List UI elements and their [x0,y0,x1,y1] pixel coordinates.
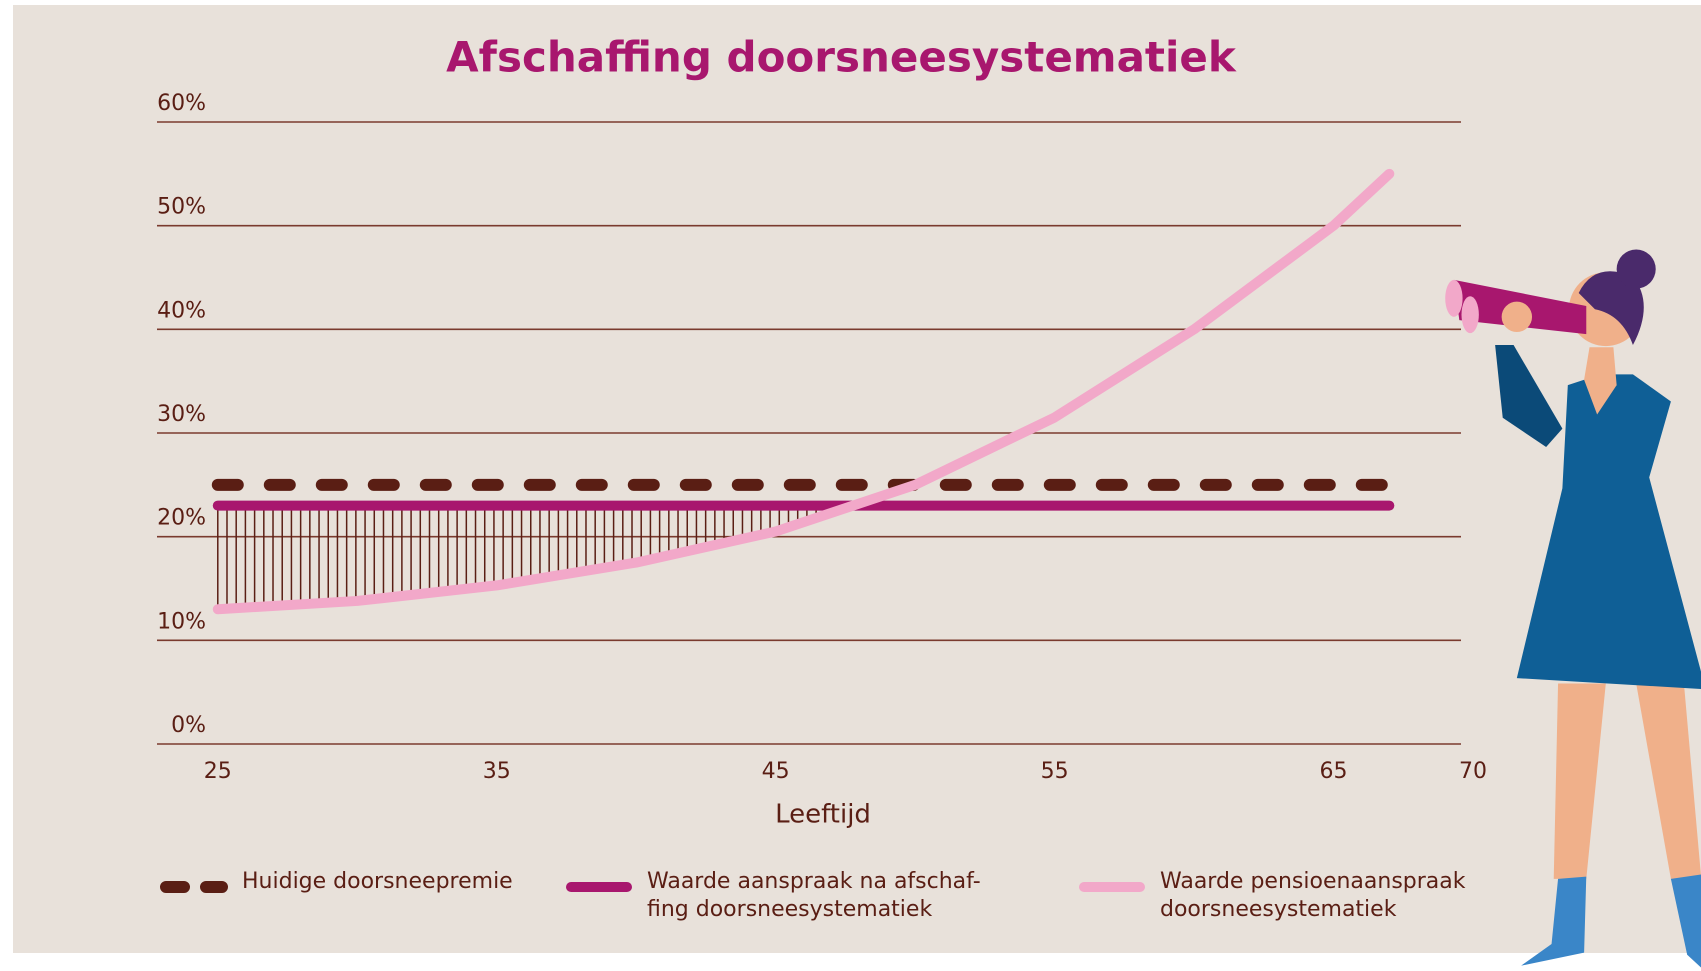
arm [1495,345,1562,447]
y-tick-label: 10% [157,609,206,634]
y-tick-label: 20% [157,506,206,531]
y-tick-label: 60% [157,91,206,116]
hair-bun [1617,250,1656,289]
shoe [1521,877,1586,966]
x-tick-label: 70 [1459,759,1487,784]
leg [1636,684,1701,879]
binoculars-lens [1445,280,1462,317]
hand [1502,302,1532,332]
x-axis-label: Leeftijd [775,800,871,830]
x-tick-label: 55 [1041,759,1069,784]
legend-swatch [1078,868,1146,896]
legend-label: Waarde aanspraak na afschaf- fing doorsn… [647,868,981,924]
shoe [1671,875,1701,968]
y-tick-label: 50% [157,195,206,220]
y-tick-label: 30% [157,402,206,427]
binoculars-lens [1461,296,1478,333]
series-line [218,174,1390,609]
chart-title: Afschaffing doorsneesystematiek [446,33,1237,82]
legend-swatch [565,868,633,896]
legend-item: Waarde pensioenaanspraak doorsneesystema… [1078,868,1466,924]
chart: Afschaffing doorsneesystematiek Leeftijd… [0,0,1701,971]
x-tick-label: 25 [204,759,232,784]
legend-item: Huidige doorsneepremie [160,868,513,896]
x-tick-label: 35 [483,759,511,784]
x-tick-label: 45 [762,759,790,784]
legend-item: Waarde aanspraak na afschaf- fing doorsn… [565,868,981,924]
page: {"chart_data": {"type": "line", "title":… [0,0,1701,971]
x-tick-label: 65 [1320,759,1348,784]
y-tick-label: 0% [171,713,206,738]
leg [1554,684,1606,879]
legend-swatch [160,868,228,896]
illustration [1445,250,1701,968]
legend-label: Huidige doorsneepremie [242,868,513,896]
y-tick-label: 40% [157,298,206,323]
legend-label: Waarde pensioenaanspraak doorsneesystema… [1160,868,1466,924]
